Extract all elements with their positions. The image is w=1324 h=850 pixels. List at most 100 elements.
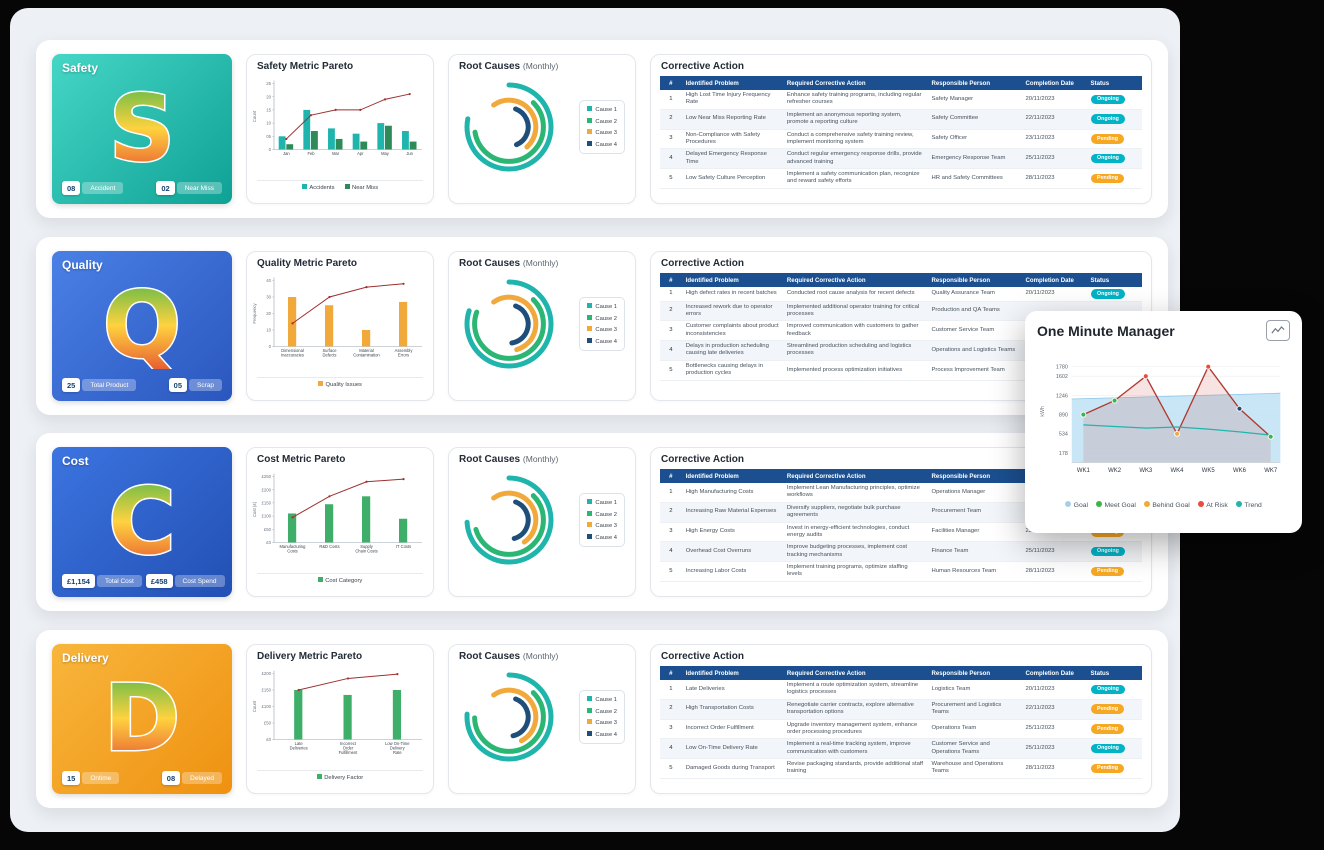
status-cell: Ongoing: [1087, 109, 1142, 129]
person-cell: Safety Committee: [931, 115, 979, 122]
table-row: 1 High Lost Time Injury Frequency Rate Enh…: [660, 90, 1142, 110]
action-cell: Implement a route optimization system, s…: [786, 682, 919, 696]
quality-pareto-chart: 0 10 20 30 40 Frequency Dimensional Inaccuracie…: [247, 270, 433, 377]
table-row: 1 High Manufacturing Costs Implement Lean …: [660, 483, 1142, 503]
quality-letter-graphic: Q: [101, 271, 182, 370]
metric-badge: 02 Near Miss: [156, 181, 222, 195]
svg-text:Material: Material: [359, 348, 374, 353]
legend-item: Cause 2: [587, 510, 617, 518]
svg-text:C: C: [108, 468, 176, 565]
chart-legend: Goal Meet Goal Behind Goal At Risk Trend: [1037, 501, 1290, 509]
svg-text:£150: £150: [261, 688, 271, 693]
column-header: Identified Problem: [681, 273, 783, 287]
chart-icon[interactable]: [1266, 320, 1290, 341]
svg-text:May: May: [381, 151, 390, 156]
card-title: Corrective Action: [661, 258, 744, 269]
cost-row-card: Cost C £1,154 Total Cost £458 Cost Spend C…: [36, 433, 1168, 611]
metric-value: 08: [161, 771, 181, 785]
status-cell: Pending: [1087, 169, 1142, 189]
problem-cell: Increasing Labor Costs: [685, 567, 747, 574]
person-cell: Operations and Logistics Teams: [931, 346, 1016, 353]
tile-badges: £1,154 Total Cost £458 Cost Spend: [62, 574, 225, 588]
row-number-cell: 4: [669, 346, 673, 353]
svg-text:£250: £250: [261, 474, 271, 479]
card-title: Root Causes (Monthly): [459, 651, 559, 662]
svg-text:Dimensional: Dimensional: [281, 348, 304, 353]
table-row: 4 Low On-Time Delivery Rate Implement a re…: [660, 738, 1142, 759]
date-cell: 28/11/2023: [1025, 567, 1055, 574]
problem-cell: High defect rates in recent batches: [685, 290, 777, 297]
cost-letter-graphic: C: [107, 467, 178, 566]
svg-text:Jan: Jan: [283, 151, 290, 156]
card-title: Cost Metric Pareto: [257, 454, 346, 465]
metric-badge: 25 Total Product: [62, 378, 137, 392]
metric-value: 08: [62, 181, 81, 195]
overlay-title: One Minute Manager: [1037, 322, 1175, 339]
row-number-cell: 4: [669, 744, 673, 751]
delivery-row-card: Delivery D 15 Ontime 08 Delayed Delivery M…: [36, 630, 1168, 808]
tile-title: Cost: [62, 454, 89, 468]
legend-item: Near Miss: [344, 184, 378, 191]
date-cell: 25/11/2023: [1025, 547, 1055, 554]
legend-item: Cause 3: [587, 326, 617, 333]
svg-text:Mar: Mar: [332, 151, 340, 156]
svg-text:£200: £200: [261, 671, 271, 676]
svg-text:Supply: Supply: [360, 544, 373, 549]
metric-badge: 08 Delayed: [161, 771, 222, 785]
safety-row-card: Safety S 08 Accident 02 Near Miss Safety M…: [36, 40, 1168, 218]
cost-pareto-card: Cost Metric Pareto £0 £50 £100 £150 £200 £250…: [246, 447, 434, 597]
column-header: #: [660, 469, 682, 483]
status-cell: Pending: [1087, 759, 1142, 779]
card-title: Root Causes (Monthly): [459, 454, 559, 465]
row-number-cell: 5: [669, 567, 673, 574]
chart-legend: Cause 1 Cause 2 Cause 3 Cause 4: [579, 690, 625, 744]
problem-cell: High Energy Costs: [685, 528, 735, 535]
action-cell: Streamlined production scheduling and lo…: [786, 343, 912, 357]
person-cell: Customer Service and Operations Teams: [931, 741, 990, 755]
problem-cell: High Transportation Costs: [685, 705, 754, 712]
action-cell: Invest in energy-efficient technologies,…: [786, 524, 910, 538]
person-cell: Procurement and Logistics Teams: [931, 701, 1002, 716]
svg-text:Chain Costs: Chain Costs: [355, 549, 377, 554]
svg-text:10: 10: [266, 328, 271, 333]
corrective-action-table: # Identified Problem Required Corrective A…: [660, 469, 1142, 582]
status-cell: Pending: [1087, 129, 1142, 149]
svg-text:WK5: WK5: [1202, 468, 1216, 474]
problem-cell: Damaged Goods during Transport: [685, 764, 775, 771]
column-header: Completion Date: [1021, 76, 1087, 90]
svg-text:R&D Costs: R&D Costs: [319, 544, 339, 549]
problem-cell: Customer complaints about product incons…: [685, 323, 779, 337]
metric-value: 02: [156, 181, 175, 195]
table-row: 4 Delayed Emergency Response Time Conduct …: [660, 148, 1142, 169]
problem-cell: Increased rework due to operator errors: [685, 303, 773, 317]
one-minute-manager-overlay: One Minute Manager 178 534 890 1246 1602 1780…: [1025, 311, 1302, 533]
svg-text:D: D: [104, 665, 180, 762]
row-number-cell: 5: [669, 764, 673, 771]
status-cell: Ongoing: [1087, 287, 1142, 301]
date-cell: 20/11/2023: [1025, 290, 1055, 297]
svg-text:Costs: Costs: [287, 549, 297, 554]
safety-corrective-action-card: Corrective Action # Identified Problem Req…: [650, 54, 1152, 204]
card-title: Quality Metric Pareto: [257, 258, 358, 269]
metric-label: Accident: [82, 182, 124, 194]
person-cell: HR and Safety Committees: [931, 174, 1003, 181]
person-cell: Operations Team: [931, 725, 977, 732]
date-cell: 22/11/2023: [1025, 115, 1055, 122]
status-badge: Ongoing: [1090, 114, 1126, 124]
svg-text:25: 25: [266, 81, 271, 86]
row-number-cell: 2: [669, 307, 673, 314]
safety-pareto-chart: 0 05 10 15 20 25 Count Jan Feb Mar Apr May Jun: [247, 73, 433, 180]
legend-item: Accidents: [301, 184, 335, 191]
column-header: Required Corrective Action: [782, 76, 928, 90]
date-cell: 28/11/2023: [1025, 174, 1055, 181]
legend-item: Goal: [1065, 501, 1088, 509]
chart-legend: Accidents Near Miss: [257, 180, 423, 191]
table-row: 1 High defect rates in recent batches Cond…: [660, 287, 1142, 302]
card-title: Root Causes (Monthly): [459, 61, 559, 72]
problem-cell: Overhead Cost Overruns: [685, 547, 752, 554]
action-cell: Implement training programs, optimize st…: [786, 564, 908, 578]
card-title: Corrective Action: [661, 454, 744, 465]
column-header: Status: [1086, 76, 1142, 90]
table-row: 2 Low Near Miss Reporting Rate Implement a…: [660, 109, 1142, 129]
metric-value: £458: [145, 574, 173, 588]
